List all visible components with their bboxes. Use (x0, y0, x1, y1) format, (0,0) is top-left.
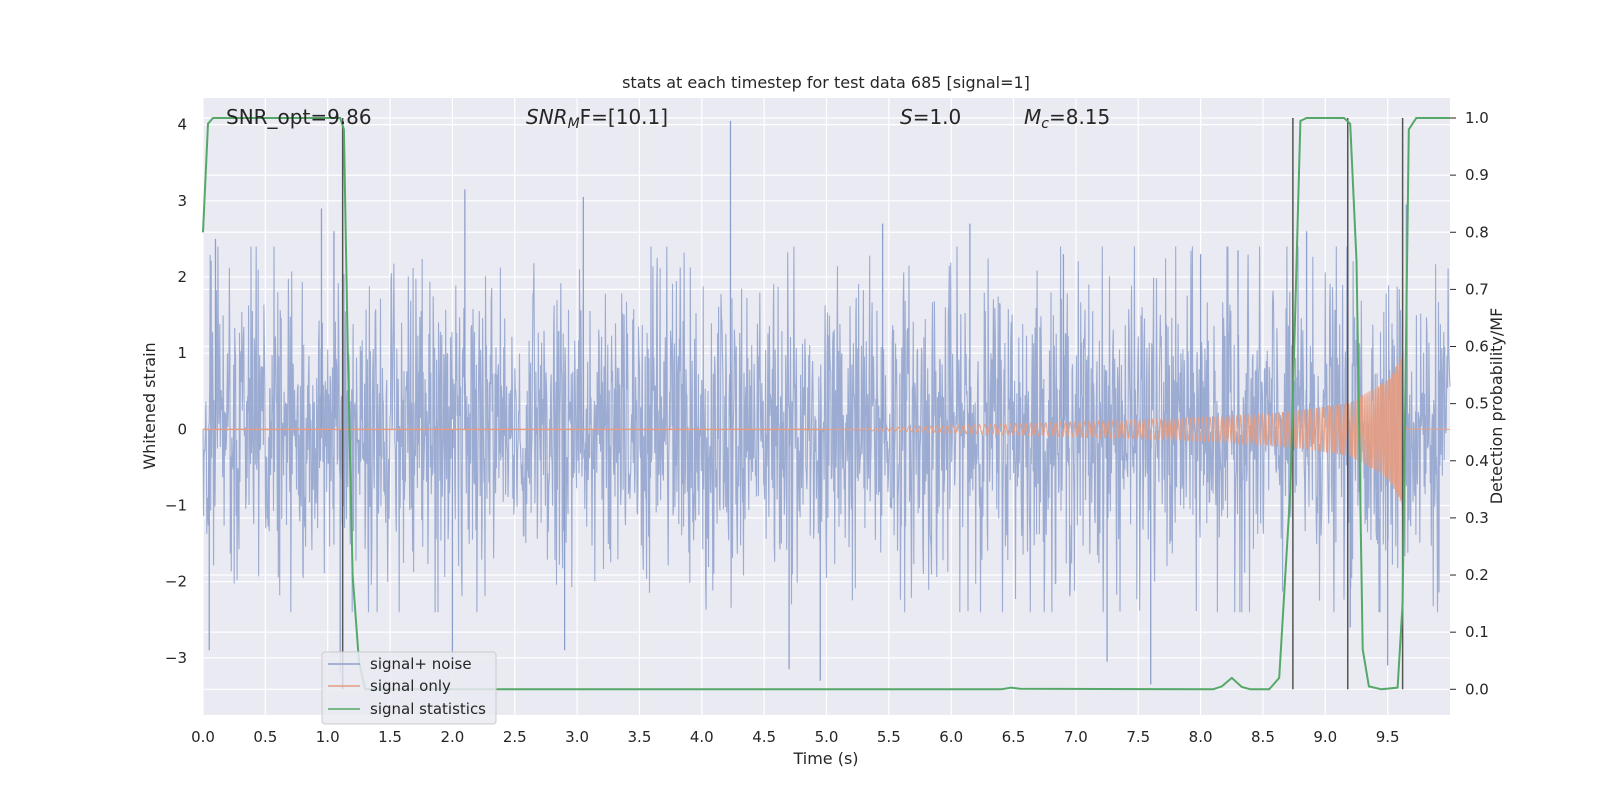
x-tick-label: 8.5 (1251, 728, 1275, 746)
x-tick-label: 4.5 (752, 728, 776, 746)
y-tick-label: −2 (165, 573, 187, 591)
x-tick-label: 5.5 (877, 728, 901, 746)
annotation-s-name: S (900, 105, 913, 129)
annotation-s-rest: =1.0 (913, 105, 962, 129)
x-tick-label: 9.0 (1313, 728, 1337, 746)
x-tick-label: 1.5 (378, 728, 402, 746)
annotation-mc: Mc=8.15 (1024, 105, 1110, 132)
y-tick-label: −1 (165, 497, 187, 515)
x-tick-label: 9.5 (1376, 728, 1400, 746)
y-tick-label: 3 (177, 192, 187, 210)
y2-tick-label: 0.7 (1465, 280, 1489, 298)
x-tick-label: 0.0 (191, 728, 215, 746)
y2-tick-label: 0.1 (1465, 623, 1489, 641)
x-tick-label: 7.0 (1064, 728, 1088, 746)
annotation-snr-mf-name: SNR (526, 105, 568, 129)
y2-tick-label: 0.2 (1465, 566, 1489, 584)
x-tick-label: 3.5 (628, 728, 652, 746)
y2-tick-label: 0.4 (1465, 452, 1489, 470)
x-axis-label: Time (s) (792, 749, 858, 768)
annotation-mc-sub: c (1041, 116, 1049, 132)
chart-title: stats at each timestep for test data 685… (622, 73, 1030, 92)
y-tick-label: 4 (177, 116, 187, 134)
y2-tick-label: 0.5 (1465, 395, 1489, 413)
annotation-snr-mf-sub: M (568, 116, 580, 132)
legend-label-signal-statistics: signal statistics (370, 700, 486, 718)
y2-tick-label: 1.0 (1465, 109, 1489, 127)
annotation-s: S=1.0 (900, 105, 961, 129)
signal-plus-noise-trace (202, 246, 1451, 613)
x-tick-label: 7.5 (1126, 728, 1150, 746)
y2-axis-label: Detection probability/MF (1487, 308, 1506, 505)
x-tick-label: 2.0 (440, 728, 464, 746)
y-axis-label: Whitened strain (140, 342, 159, 469)
annotation-snr-mf: SNRMF=[10.1] (526, 105, 668, 132)
series-signal-statistics (202, 117, 1450, 691)
y2-tick-label: 0.8 (1465, 223, 1489, 241)
y-tick-label: 1 (177, 344, 187, 362)
x-tick-label: 3.0 (565, 728, 589, 746)
x-tick-label: 0.5 (253, 728, 277, 746)
y-tick-label: 2 (177, 268, 187, 286)
y-tick-label: −3 (165, 649, 187, 667)
legend-label-signal-plus-noise: signal+ noise (370, 655, 472, 673)
annotation-snr-mf-rest: F=[10.1] (580, 105, 668, 129)
legend: signal+ noise signal only signal statist… (321, 651, 497, 725)
x-tick-label: 6.0 (939, 728, 963, 746)
signal-statistics-line (202, 117, 1450, 691)
x-tick-label: 2.5 (503, 728, 527, 746)
annotation-snr-opt: SNR_opt=9.86 (226, 105, 372, 129)
y-tick-label: 0 (177, 420, 187, 438)
y2-tick-label: 0.3 (1465, 509, 1489, 527)
x-tick-label: 4.0 (690, 728, 714, 746)
annotation-mc-rest: =8.15 (1049, 105, 1110, 129)
x-tick-label: 8.0 (1189, 728, 1213, 746)
y2-tick-label: 0.9 (1465, 166, 1489, 184)
x-tick-label: 1.0 (316, 728, 340, 746)
y2-tick-label: 0.6 (1465, 338, 1489, 356)
series-signal-only (203, 357, 1450, 504)
legend-label-signal-only: signal only (370, 677, 451, 695)
x-tick-label: 5.0 (815, 728, 839, 746)
annotation-mc-name: M (1024, 105, 1041, 129)
x-tick-label: 6.5 (1002, 728, 1026, 746)
signal-only-chirp (826, 357, 1450, 504)
y2-tick-label: 0.0 (1465, 680, 1489, 698)
tick-labels: 0.0 0.5 1.0 1.5 2.0 2.5 3.0 3.5 4.0 4.5 5.0 5.5 6.0 6… (165, 109, 1489, 746)
legend-box (321, 651, 497, 725)
